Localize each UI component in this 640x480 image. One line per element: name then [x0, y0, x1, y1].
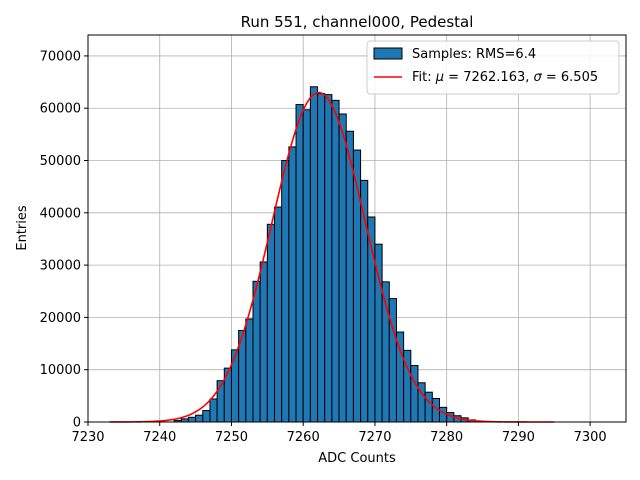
histogram-bar — [288, 146, 297, 423]
x-tick-label: 7300 — [574, 430, 607, 445]
legend-histogram-swatch — [373, 47, 403, 60]
histogram-bar — [352, 149, 362, 423]
x-tick-label: 7270 — [358, 430, 391, 445]
legend-histogram-label: Samples: RMS=6.4 — [412, 47, 536, 62]
histogram-bar — [245, 318, 254, 423]
fit-label-sigma: σ — [534, 70, 543, 85]
histogram-bar — [187, 416, 197, 423]
histogram-bar — [274, 206, 283, 423]
y-tick-label: 70000 — [40, 49, 81, 64]
histogram-bar — [388, 298, 397, 423]
histogram-bar — [410, 365, 419, 423]
x-tick-label: 7250 — [215, 430, 248, 445]
chart-title: Run 551, channel000, Pedestal — [241, 13, 474, 31]
fit-curve — [109, 91, 555, 423]
histogram-bar — [259, 261, 268, 423]
x-axis-label: ADC Counts — [318, 451, 396, 466]
histogram-bar — [195, 414, 204, 423]
histogram-bar — [209, 398, 218, 423]
y-tick-label: 60000 — [40, 102, 81, 117]
fit-label-suffix: = 6.505 — [542, 70, 598, 85]
histogram-bar — [202, 409, 211, 423]
histogram-bar — [309, 86, 319, 423]
histogram-bar — [338, 113, 347, 423]
histogram-bar — [281, 160, 290, 423]
legend-box — [366, 40, 620, 95]
y-tick-label: 50000 — [40, 154, 81, 169]
histogram-bar — [252, 280, 261, 423]
histogram-bar — [374, 243, 383, 423]
histogram-bar — [295, 104, 304, 423]
fit-label-prefix: Fit: — [412, 70, 436, 85]
fit-label-mu: μ — [435, 70, 444, 85]
x-axis-ticks: 7230 7240 7250 7260 7270 7280 7290 7300 — [71, 422, 607, 445]
histogram-bar — [324, 94, 333, 423]
histogram-bar — [395, 331, 405, 423]
x-tick-label: 7240 — [143, 430, 176, 445]
y-tick-label: 10000 — [40, 363, 81, 378]
x-tick-label: 7280 — [430, 430, 463, 445]
y-tick-label: 20000 — [40, 311, 81, 326]
y-tick-label: 0 — [73, 416, 81, 431]
plot-frame — [87, 34, 627, 423]
y-tick-label: 30000 — [40, 259, 81, 274]
histogram-bar — [424, 391, 433, 423]
histogram-bar — [302, 109, 311, 423]
legend: Samples: RMS=6.4 Fit: μ = 7262.163, σ = … — [366, 40, 620, 95]
y-axis-ticks: 0 10000 20000 30000 40000 50000 60000 70000 — [40, 49, 88, 431]
x-tick-label: 7260 — [287, 430, 320, 445]
y-tick-label: 40000 — [40, 206, 81, 221]
x-tick-label: 7230 — [71, 430, 104, 445]
histogram-bar — [317, 93, 326, 423]
histogram-bars — [173, 86, 484, 423]
histogram-bar — [266, 223, 276, 423]
legend-fit-label: Fit: μ = 7262.163, σ = 6.505 — [412, 70, 598, 85]
fit-label-mid: = 7262.163, — [444, 70, 533, 85]
x-tick-label: 7290 — [502, 430, 535, 445]
y-axis-label: Entries — [15, 205, 30, 251]
histogram-bar — [345, 130, 354, 423]
histogram-bar — [331, 99, 340, 423]
